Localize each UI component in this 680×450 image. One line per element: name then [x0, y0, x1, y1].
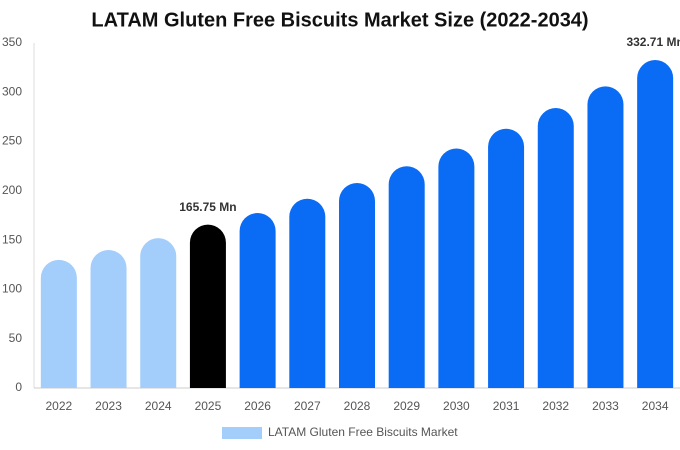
y-tick-label: 150: [2, 232, 22, 246]
bar: [90, 250, 127, 388]
legend-label: LATAM Gluten Free Biscuits Market: [268, 425, 458, 439]
x-tick-label: 2022: [45, 399, 72, 413]
bar: [488, 128, 525, 389]
bar: [289, 198, 326, 388]
bar: [40, 259, 77, 388]
chart-title: LATAM Gluten Free Biscuits Market Size (…: [91, 9, 588, 31]
bar: [388, 166, 425, 388]
x-tick-label: 2032: [542, 399, 569, 413]
value-label: 332.71 Mn: [626, 35, 680, 49]
bar: [537, 108, 574, 389]
bar: [239, 213, 276, 388]
x-tick-label: 2027: [294, 399, 321, 413]
y-tick-label: 200: [2, 183, 22, 197]
value-label: 165.75 Mn: [179, 200, 236, 214]
y-tick-label: 350: [2, 35, 22, 49]
bar: [587, 86, 624, 388]
x-tick-label: 2030: [443, 399, 470, 413]
x-tick-label: 2033: [592, 399, 619, 413]
bar: [339, 182, 375, 388]
x-tick-label: 2026: [244, 399, 271, 413]
x-tick-label: 2024: [145, 399, 172, 413]
y-tick-label: 50: [9, 331, 23, 345]
y-tick-label: 100: [2, 282, 22, 296]
bar: [140, 238, 177, 388]
x-tick-label: 2034: [642, 399, 669, 413]
x-tick-label: 2028: [344, 399, 371, 413]
y-tick-label: 250: [2, 134, 22, 148]
x-tick-label: 2025: [195, 399, 222, 413]
legend-swatch: [222, 427, 262, 439]
y-tick-label: 0: [15, 380, 22, 394]
bar: [189, 224, 226, 388]
bar: [438, 148, 475, 388]
x-tick-label: 2029: [393, 399, 420, 413]
bar: [637, 60, 674, 389]
x-tick-label: 2031: [493, 399, 520, 413]
y-tick-label: 300: [2, 84, 22, 98]
x-tick-label: 2023: [95, 399, 122, 413]
